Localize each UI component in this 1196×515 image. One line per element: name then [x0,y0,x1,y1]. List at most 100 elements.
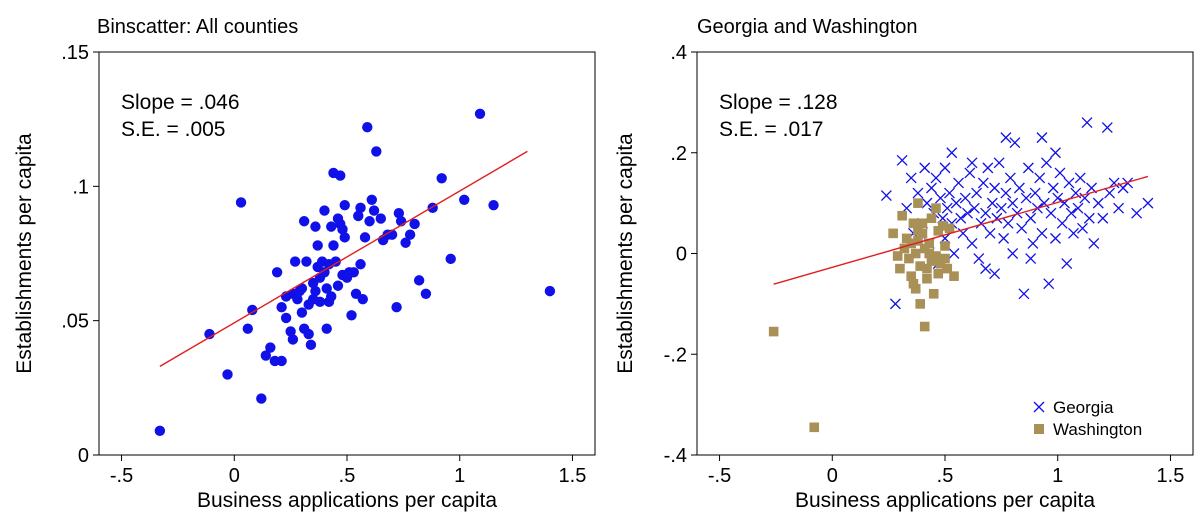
data-point [292,293,303,305]
data-point [913,198,923,208]
data-point [242,323,253,334]
x-tick-label: 1.5 [1157,465,1185,487]
data-point [1007,248,1019,259]
data-point [982,162,994,174]
data-point [436,173,447,184]
data-point [989,182,1001,194]
annotation-slope: Slope = .128 [719,91,838,114]
data-point [488,199,499,211]
data-point [1045,207,1057,219]
data-point [305,339,317,351]
data-point [946,147,958,159]
data-point [1007,197,1019,209]
data-point [276,302,287,313]
data-point [296,307,308,318]
y-tick-label: -.2 [664,344,687,366]
data-point [303,328,314,340]
data-point [1050,232,1061,244]
data-point [919,243,930,254]
data-point [247,304,258,316]
data-point [924,248,935,259]
data-point [1025,253,1037,264]
data-point [1081,117,1093,128]
data-point [1113,202,1125,214]
x-tick-label: .5 [339,465,356,487]
data-point [474,108,486,119]
y-tick-label: .05 [61,311,89,333]
data-point [926,182,937,194]
data-point [948,248,960,259]
chart-panel-2: Georgia and Washington -.4 -.2 0 .2 .4 -.5 0 .5 1… [614,16,1194,512]
data-point [222,369,233,380]
data-point [404,229,416,240]
data-point [337,224,348,235]
data-point [1013,182,1025,194]
data-point [928,289,939,299]
legend-marker-washington [1034,424,1044,434]
data-point [310,285,321,297]
data-point [959,192,971,204]
data-point [375,213,387,224]
data-point [910,283,921,294]
data-point [910,248,921,259]
data-point [1097,212,1109,224]
data-point [289,256,301,267]
series-georgia [880,117,1154,310]
y-tick-label: .4 [670,42,687,64]
data-point [393,208,405,219]
data-point [953,177,964,189]
data-point [287,334,299,345]
data-point [312,240,323,251]
data-point [1072,202,1084,214]
annotation-se: S.E. = .017 [719,118,824,141]
data-point [906,238,916,249]
chart-title: Georgia and Washington [697,16,918,38]
data-point [1004,172,1016,184]
data-point [768,326,779,337]
data-point [933,226,944,236]
data-point [908,218,919,229]
data-point [964,167,976,179]
data-point [993,157,1005,169]
data-point [1104,187,1116,199]
data-point [1034,172,1046,184]
y-tick-label: .1 [72,176,89,198]
legend: Georgia Washington [1033,398,1142,439]
data-point [276,355,287,367]
data-point [362,122,373,133]
data-point [1068,227,1079,239]
y-tick-label: -.4 [664,445,687,467]
x-tick-label: -.5 [110,465,133,487]
data-point [888,228,898,239]
data-point [280,312,292,324]
data-point [359,232,371,243]
data-point [912,187,924,199]
data-point [931,203,941,213]
data-point [346,310,357,321]
chart-title: Binscatter: All counties [97,16,298,38]
data-point [1088,237,1100,249]
x-tick-label: 1 [454,465,465,487]
data-point [1063,177,1075,189]
data-point [897,210,907,221]
data-point [880,190,892,202]
data-point [328,240,339,251]
data-point [989,268,1001,280]
data-point [353,210,364,222]
data-point [949,271,959,281]
data-point [1029,187,1041,199]
y-tick-label: .15 [61,42,89,64]
data-point [809,422,820,433]
data-point [348,267,359,278]
data-point [265,342,276,353]
data-point [944,223,955,234]
data-point [915,299,925,309]
data-point [319,205,330,216]
data-point [1065,207,1077,219]
data-point [1056,217,1068,229]
data-point [950,197,962,209]
data-point [926,256,937,266]
legend-label-georgia: Georgia [1053,398,1114,417]
data-point [899,243,910,254]
data-point [939,162,951,174]
